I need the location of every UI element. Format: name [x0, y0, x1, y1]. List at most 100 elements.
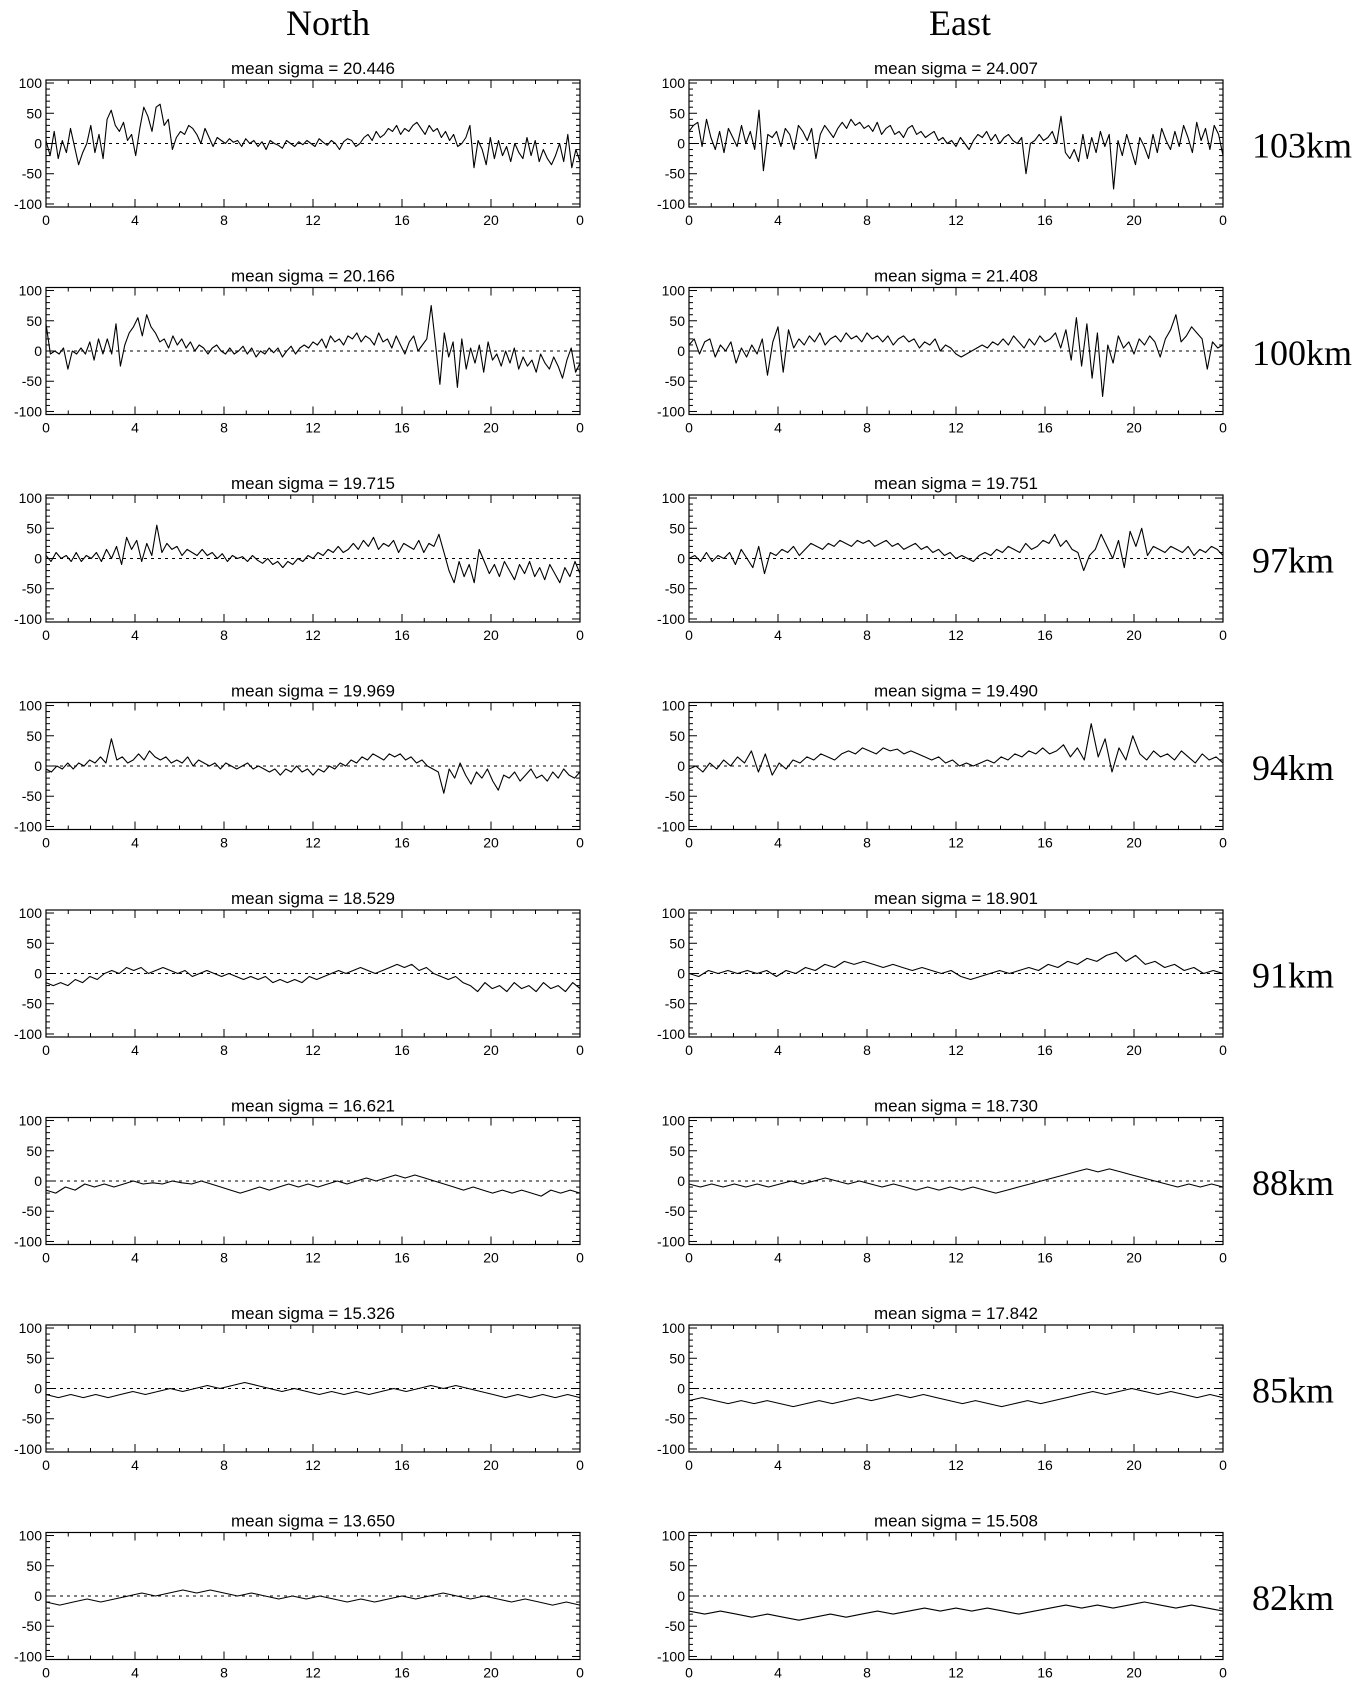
- x-tick-label: 0: [42, 1250, 50, 1266]
- x-tick-label: 0: [685, 420, 693, 436]
- x-tick-label: 0: [1219, 1665, 1227, 1681]
- x-tick-label: 8: [863, 1457, 871, 1473]
- panel-title: mean sigma = 18.529: [231, 889, 395, 908]
- x-tick-label: 8: [863, 627, 871, 643]
- x-tick-label: 8: [863, 1042, 871, 1058]
- series-line: [45, 305, 581, 388]
- x-tick-label: 16: [394, 1042, 410, 1058]
- y-tick-label: -100: [657, 403, 685, 419]
- x-tick-label: 8: [863, 420, 871, 436]
- y-tick-label: -100: [657, 1648, 685, 1664]
- x-tick-label: 0: [1219, 1042, 1227, 1058]
- y-tick-label: -50: [22, 1411, 42, 1427]
- y-tick-label: -50: [22, 166, 42, 182]
- y-tick-label: 0: [34, 343, 42, 359]
- y-tick-label: 50: [669, 1350, 685, 1366]
- x-tick-label: 16: [394, 1665, 410, 1681]
- y-tick-label: 0: [677, 343, 685, 359]
- x-tick-label: 0: [685, 1250, 693, 1266]
- y-tick-label: -50: [665, 996, 685, 1012]
- y-tick-label: -100: [657, 1441, 685, 1457]
- y-tick-label: -100: [657, 611, 685, 627]
- y-tick-label: 0: [34, 136, 42, 152]
- x-tick-label: 4: [131, 627, 139, 643]
- y-tick-label: 0: [34, 551, 42, 567]
- x-tick-label: 0: [42, 420, 50, 436]
- x-tick-label: 20: [483, 835, 499, 851]
- series-line: [45, 103, 581, 169]
- x-tick-label: 12: [948, 1250, 964, 1266]
- x-tick-label: 12: [948, 627, 964, 643]
- x-tick-label: 0: [576, 1457, 584, 1473]
- x-tick-label: 12: [305, 1665, 321, 1681]
- x-tick-label: 0: [576, 420, 584, 436]
- y-tick-label: 100: [19, 1528, 43, 1544]
- x-tick-label: 4: [774, 1665, 782, 1681]
- panel-title: mean sigma = 18.901: [874, 889, 1038, 908]
- y-tick-label: -50: [665, 373, 685, 389]
- y-tick-label: -50: [22, 788, 42, 804]
- x-tick-label: 12: [948, 1042, 964, 1058]
- x-tick-label: 0: [42, 1042, 50, 1058]
- y-tick-label: -50: [665, 166, 685, 182]
- x-tick-label: 8: [863, 212, 871, 228]
- x-tick-label: 16: [394, 1250, 410, 1266]
- x-tick-label: 8: [863, 835, 871, 851]
- y-tick-label: -50: [665, 1618, 685, 1634]
- x-tick-label: 16: [394, 627, 410, 643]
- y-tick-label: 50: [26, 520, 42, 536]
- x-tick-label: 20: [1126, 420, 1142, 436]
- x-tick-label: 0: [576, 1250, 584, 1266]
- row-label: 97km: [1252, 541, 1334, 581]
- x-tick-label: 8: [220, 420, 228, 436]
- x-tick-label: 20: [483, 420, 499, 436]
- x-tick-label: 16: [1037, 835, 1053, 851]
- x-tick-label: 16: [1037, 1042, 1053, 1058]
- y-tick-label: 50: [26, 1143, 42, 1159]
- series-line: [45, 1589, 581, 1606]
- y-tick-label: 50: [26, 313, 42, 329]
- panel-title: mean sigma = 16.621: [231, 1097, 395, 1116]
- x-tick-label: 0: [42, 1665, 50, 1681]
- x-tick-label: 12: [948, 1457, 964, 1473]
- x-tick-label: 16: [1037, 1250, 1053, 1266]
- x-tick-label: 8: [863, 1665, 871, 1681]
- x-tick-label: 0: [42, 1457, 50, 1473]
- series-line: [45, 524, 581, 584]
- x-tick-label: 0: [576, 835, 584, 851]
- panel-title: mean sigma = 17.842: [874, 1304, 1038, 1323]
- panel-title: mean sigma = 13.650: [231, 1512, 395, 1531]
- y-tick-label: 100: [19, 75, 43, 91]
- y-tick-label: 100: [19, 1320, 43, 1336]
- y-tick-label: 100: [662, 698, 686, 714]
- row-label: 100km: [1252, 333, 1352, 373]
- x-tick-label: 0: [576, 212, 584, 228]
- x-tick-label: 20: [483, 1665, 499, 1681]
- y-tick-label: 50: [26, 105, 42, 121]
- x-tick-label: 0: [1219, 1250, 1227, 1266]
- x-tick-label: 8: [220, 627, 228, 643]
- x-tick-label: 8: [220, 1665, 228, 1681]
- x-tick-label: 4: [774, 420, 782, 436]
- y-tick-label: 0: [677, 551, 685, 567]
- x-tick-label: 12: [305, 1457, 321, 1473]
- y-tick-label: 50: [669, 728, 685, 744]
- series-line: [45, 738, 581, 794]
- panel-title: mean sigma = 18.730: [874, 1097, 1038, 1116]
- series-line: [45, 963, 581, 993]
- panel-title: mean sigma = 19.751: [874, 474, 1038, 493]
- x-tick-label: 0: [1219, 212, 1227, 228]
- x-tick-label: 20: [483, 1250, 499, 1266]
- y-tick-label: 0: [677, 758, 685, 774]
- y-tick-label: 0: [677, 136, 685, 152]
- x-tick-label: 12: [305, 1042, 321, 1058]
- x-tick-label: 20: [1126, 627, 1142, 643]
- panel-title: mean sigma = 20.166: [231, 267, 395, 286]
- panel-title: mean sigma = 19.715: [231, 474, 395, 493]
